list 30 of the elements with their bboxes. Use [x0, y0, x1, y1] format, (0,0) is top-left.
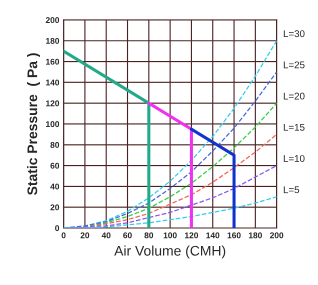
y-tick-label: 180	[46, 38, 60, 44]
series-label: L=10	[284, 155, 305, 162]
x-tick-label: 100	[164, 232, 177, 238]
series-label: L=5	[284, 186, 300, 194]
y-tick-label: 0	[55, 225, 60, 232]
x-tick-label: 0	[62, 232, 66, 238]
y-axis-title: Static Pressure ( Pa )	[27, 53, 40, 195]
x-tick-label: 200	[270, 232, 284, 238]
y-tick-label: 60	[50, 162, 60, 169]
x-tick-label: 160	[228, 232, 241, 238]
y-tick-label: 200	[46, 17, 60, 24]
y-tick-label: 140	[46, 80, 60, 86]
x-tick-label: 80	[144, 232, 154, 238]
y-tick-label: 160	[46, 58, 60, 65]
series-label: L=25	[284, 61, 305, 68]
x-tick-label: 40	[102, 232, 111, 238]
x-tick-label: 60	[123, 232, 132, 238]
y-tick-label: 80	[50, 142, 60, 148]
x-tick-label: 120	[185, 232, 198, 238]
y-tick-label: 40	[50, 184, 60, 190]
x-axis-title: Air Volume (CMH)	[114, 245, 226, 258]
series-label: L=20	[284, 92, 305, 100]
x-tick-label: 140	[206, 232, 220, 238]
y-tick-label: 20	[50, 204, 60, 210]
x-tick-label: 20	[80, 232, 90, 238]
y-tick-label: 120	[46, 100, 60, 106]
x-tick-label: 180	[248, 232, 262, 238]
y-tick-label: 100	[46, 121, 60, 128]
series-label: L=15	[284, 124, 305, 131]
series-label: L=30	[284, 30, 305, 38]
